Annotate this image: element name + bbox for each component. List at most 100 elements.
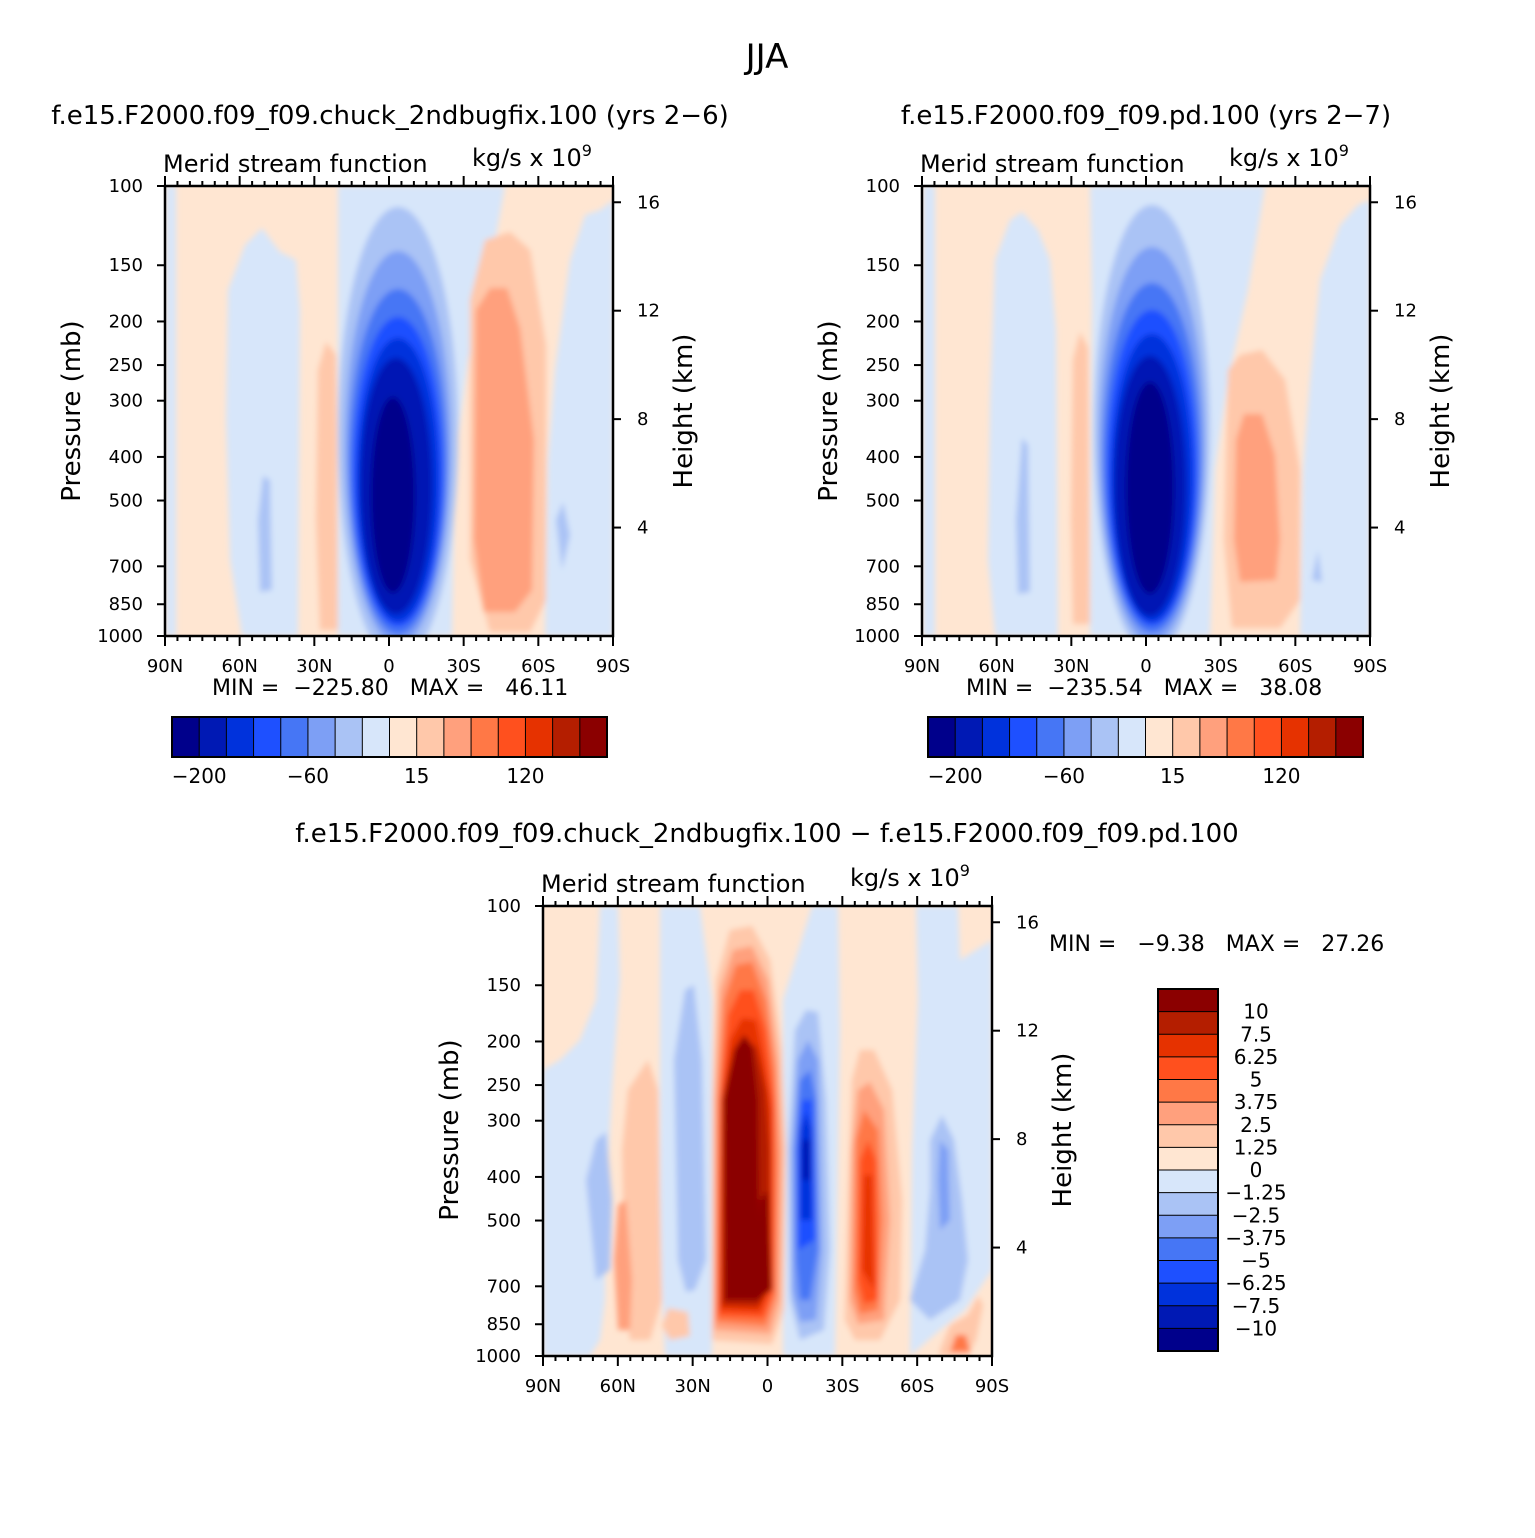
panel-1-height-labels: 16 12 8 4 (637, 192, 660, 538)
panel-3-axis-ticks (535, 896, 1000, 1366)
panel-1-min-max: MIN = −225.80 MAX = 46.11 (212, 676, 568, 701)
colorbar-label: 2.5 (1240, 1113, 1272, 1137)
colorbar-cell (981, 716, 1011, 758)
colorbar-cell (1157, 1282, 1219, 1307)
height-tick-label: 4 (1394, 518, 1405, 539)
colorbar-cell (1157, 1033, 1219, 1058)
colorbar-cell (171, 716, 201, 758)
colorbar-cell (552, 716, 581, 758)
colorbar-cell (1157, 988, 1219, 1013)
colorbar-cell (1157, 1260, 1219, 1285)
colorbar-cell (1036, 716, 1065, 758)
pressure-tick-label: 250 (109, 355, 143, 376)
colorbar-label: −6.25 (1225, 1271, 1286, 1295)
lat-tick-label: 30N (1053, 656, 1089, 677)
panel-3-colorbar-labels: 107.56.2553.752.51.250−1.25−2.5−3.75−5−6… (1225, 1000, 1286, 1341)
pressure-tick-label: 100 (487, 896, 521, 917)
colorbar-cell (1308, 716, 1337, 758)
pressure-tick-label: 1000 (97, 626, 143, 647)
colorbar-cell (1157, 1327, 1219, 1352)
colorbar-cell (524, 716, 554, 758)
colorbar-cell (1226, 716, 1256, 758)
pressure-tick-label: 1000 (475, 1346, 521, 1367)
colorbar-label: −200 (172, 764, 227, 788)
lat-tick-label: 60S (900, 1376, 934, 1397)
lat-tick-label: 60N (978, 656, 1014, 677)
colorbar-label: 120 (506, 764, 544, 788)
colorbar-cell (1157, 1101, 1219, 1126)
colorbar-cell (1335, 716, 1364, 758)
panel-1-colorbar-labels: −200 −60 15 120 (172, 764, 545, 788)
panel-2-colorbar-labels: −200 −60 15 120 (928, 764, 1301, 788)
pressure-tick-label: 250 (487, 1075, 521, 1096)
colorbar-cell (1280, 716, 1310, 758)
colorbar-label: 6.25 (1234, 1045, 1279, 1069)
height-tick-label: 16 (1394, 192, 1417, 213)
colorbar-label: 15 (1160, 764, 1185, 788)
colorbar-label: 120 (1262, 764, 1300, 788)
panel-3-left-string: Merid stream function (541, 870, 806, 898)
colorbar-cell (1157, 1056, 1219, 1081)
colorbar-label: 0 (1250, 1158, 1263, 1182)
lat-tick-label: 30N (296, 656, 332, 677)
lat-tick-label: 90N (147, 656, 183, 677)
colorbar-cell (1172, 716, 1201, 758)
colorbar-label: 7.5 (1240, 1022, 1272, 1046)
panel-2-lat-labels: 90N 60N 30N 0 30S 60S 90S (904, 656, 1387, 677)
pressure-tick-label: 200 (866, 311, 900, 332)
panel-2-colorbar: −200 −60 15 120 (927, 716, 1364, 788)
panel-1-title: f.e15.F2000.f09_f09.chuck_2ndbugfix.100 … (51, 101, 729, 131)
colorbar-cell (443, 716, 473, 758)
colorbar-cell (1157, 1214, 1219, 1239)
height-tick-label: 12 (637, 301, 660, 322)
pressure-tick-label: 700 (487, 1276, 521, 1297)
lat-tick-label: 30S (825, 1376, 859, 1397)
pressure-tick-label: 100 (109, 176, 143, 197)
lat-tick-label: 30N (674, 1376, 710, 1397)
pressure-tick-label: 700 (109, 556, 143, 577)
colorbar-cell (225, 716, 255, 758)
colorbar-cell (1090, 716, 1120, 758)
colorbar-cell (1157, 1011, 1219, 1036)
colorbar-cell (1157, 1192, 1219, 1217)
panel-3-units-text: kg/s x 10 (850, 864, 960, 892)
pressure-tick-label: 1000 (854, 626, 900, 647)
panel-1-colorbar: −200 −60 15 120 (171, 716, 608, 788)
pressure-tick-label: 200 (109, 311, 143, 332)
panel-3-contours (543, 906, 992, 1356)
panel-3: f.e15.F2000.f09_f09.chuck_2ndbugfix.100 … (295, 819, 1384, 1397)
height-tick-label: 12 (1394, 301, 1417, 322)
height-tick-label: 8 (1016, 1129, 1027, 1150)
lat-tick-label: 0 (1140, 656, 1151, 677)
pressure-tick-label: 300 (866, 391, 900, 412)
height-tick-label: 8 (1394, 409, 1405, 430)
height-tick-label: 12 (1016, 1021, 1039, 1042)
panel-3-height-labels: 16 12 8 4 (1016, 912, 1039, 1258)
pressure-tick-label: 400 (109, 447, 143, 468)
panel-2-min-max: MIN = −235.54 MAX = 38.08 (966, 676, 1322, 701)
panel-3-pressure-labels: 100 150 200 250 300 400 500 700 850 1000 (475, 896, 521, 1367)
panel-1: f.e15.F2000.f09_f09.chuck_2ndbugfix.100 … (51, 101, 729, 788)
panel-3-lat-labels: 90N 60N 30N 0 30S 60S 90S (525, 1376, 1009, 1397)
pressure-tick-label: 250 (866, 355, 900, 376)
panel-1-contours (165, 186, 613, 636)
panel-2-colorbar-cells (927, 716, 1364, 758)
colorbar-cell (470, 716, 500, 758)
panel-3-ylabel: Pressure (mb) (435, 1039, 465, 1220)
pressure-tick-label: 850 (866, 594, 900, 615)
colorbar-label: −200 (928, 764, 983, 788)
colorbar-cell (1145, 716, 1174, 758)
height-tick-label: 8 (637, 409, 648, 430)
panel-1-ylabel: Pressure (mb) (57, 320, 87, 501)
height-tick-label: 4 (637, 518, 648, 539)
lat-tick-label: 0 (762, 1376, 773, 1397)
pressure-tick-label: 700 (866, 556, 900, 577)
colorbar-cell (253, 716, 282, 758)
lat-tick-label: 90S (1353, 656, 1387, 677)
panel-1-units: kg/s x 109 (472, 141, 592, 172)
pressure-tick-label: 850 (109, 594, 143, 615)
colorbar-cell (954, 716, 984, 758)
pressure-tick-label: 400 (866, 447, 900, 468)
colorbar-label: −60 (1043, 764, 1085, 788)
